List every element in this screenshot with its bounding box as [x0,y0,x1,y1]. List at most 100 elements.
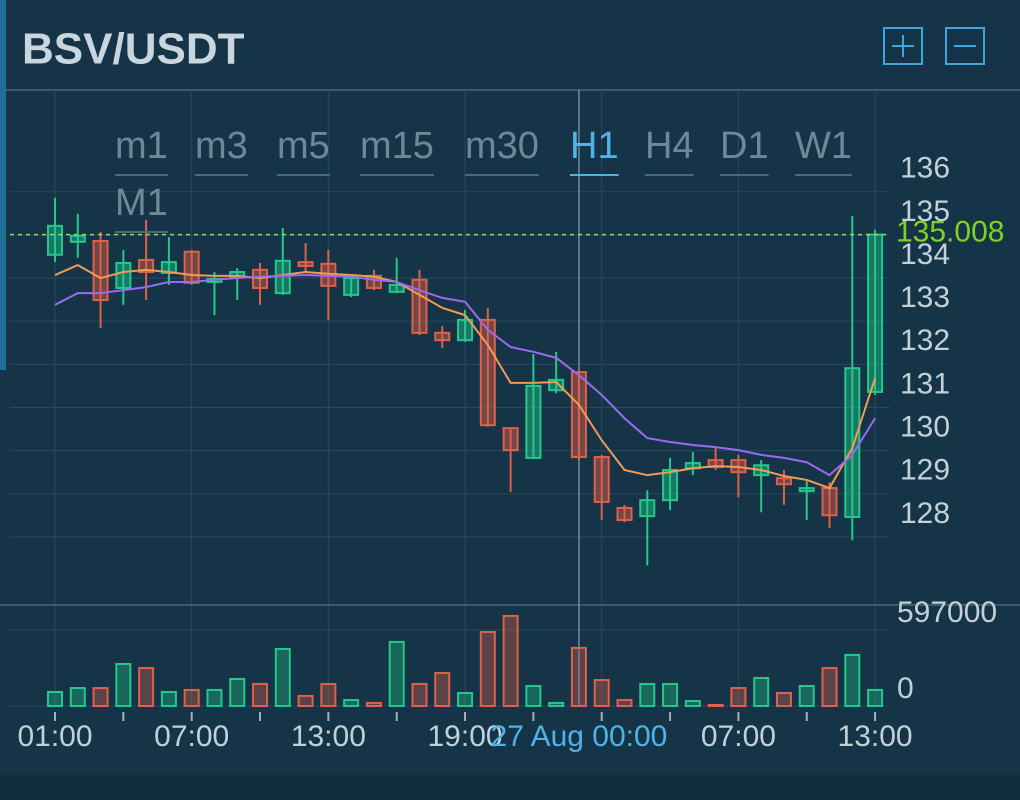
plot: 128 129 130 131 132 133 134 135 136 0 597000 135.00… [0,90,1020,753]
volume-bar [821,667,838,708]
timeframe-tab[interactable]: m30 [465,125,539,167]
y-tick-label: 136 [900,152,950,185]
volume-bar [252,682,269,707]
timeframe-tab[interactable]: M1 [115,182,168,224]
volume-tick-label: 597000 [897,596,997,629]
x-tick-label: 01:00 [17,720,92,753]
volume-bar [525,685,542,708]
volume-bar [730,687,747,708]
candle-body [47,224,63,256]
timeframe-tab[interactable]: D1 [720,125,769,167]
y-tick-label: 131 [900,367,950,400]
moving-average-line [54,264,877,490]
volume-bar [798,685,815,708]
candle-body [548,378,565,392]
candle-body [388,283,405,293]
candle-body [69,234,86,243]
volume-bar [570,646,587,707]
volume-bar [593,679,610,707]
candle-body [639,499,656,518]
volume-bar [684,700,701,707]
x-tick-label: 19:00 [428,720,503,753]
candle-body [183,250,200,284]
volume-bar [47,690,63,708]
y-tick-label: 129 [900,454,950,487]
candle-body [593,456,610,503]
x-tick-label: 07:00 [701,720,776,753]
volume-bar [92,687,109,708]
candle-body [662,468,679,502]
volume-bar [320,682,337,707]
y-tick-label: 130 [900,411,950,444]
timeframe-tab[interactable]: m3 [195,125,248,167]
candle-body [844,367,861,519]
x-tick-label: 13:00 [838,720,913,753]
zoom-out-button[interactable] [945,27,985,65]
volume-bar [548,701,565,707]
y-tick-label: 134 [900,238,950,271]
volume-bar [183,688,200,708]
volume-bar [434,672,451,708]
candle-body [457,318,474,342]
timeframe-tab[interactable]: m5 [277,125,330,167]
candle-body [92,239,109,302]
volume-bar [753,676,770,707]
volume-bar [844,653,861,708]
volume-bar [69,687,86,708]
volume-bar [662,682,679,707]
candle-body [775,477,792,486]
candle-body [570,371,587,459]
y-tick-label: 128 [900,497,950,530]
x-tick-label: 07:00 [154,720,229,753]
volume-bar [479,631,496,708]
candle-body [821,487,838,517]
timeframe-tab[interactable]: W1 [795,125,852,167]
y-tick-label: 133 [900,281,950,314]
timeframe-tabs: m1 m3 m5 m15 m30 H1 H4 D1 W1 M1 [115,125,852,233]
zoom-in-button[interactable] [883,27,923,65]
volume-bar [206,688,223,708]
moving-average-line [54,274,876,477]
candle-body [297,261,314,267]
candle-body [798,487,815,493]
timeframe-tab[interactable]: m15 [360,125,434,167]
timeframe-tab[interactable]: m1 [115,125,168,167]
x-tick-label: 27 Aug 00:00 [491,720,668,753]
y-tick-label: 135 [900,195,950,228]
last-price-label: 135.008 [896,216,1004,249]
volume-bar [867,688,884,708]
timeframe-tab[interactable]: H4 [645,125,694,167]
volume-bar [274,647,291,708]
candle-body [616,506,633,522]
candle-body [115,261,132,289]
x-tick-label: 13:00 [291,720,366,753]
timeframe-tab[interactable]: H1 [570,125,619,167]
candle-body [525,384,542,459]
volume-bar [707,703,724,707]
pair-title: BSV/USDT [22,25,245,74]
volume-bar [616,699,633,707]
volume-bar [297,694,314,708]
volume-bar [229,677,246,707]
candle-body [138,258,155,274]
volume-bar [388,640,405,707]
accent-bar [0,0,6,370]
volume-bar [639,682,656,707]
zoom-in-frame[interactable] [883,27,923,65]
plus-icon[interactable] [892,35,914,57]
candle-body [502,427,519,452]
candle-body [867,233,884,393]
candle-body [343,277,360,296]
volume-bar [115,662,132,707]
volume-bar [775,692,792,708]
volume-bar [160,690,177,708]
volume-tick-label: 0 [897,672,914,705]
bottom-strip [0,775,1020,800]
volume-bar [365,701,382,707]
zoom-out-frame[interactable] [945,27,985,65]
volume-bar [343,699,360,707]
candle-body [479,318,496,427]
volume-bar [411,682,428,707]
